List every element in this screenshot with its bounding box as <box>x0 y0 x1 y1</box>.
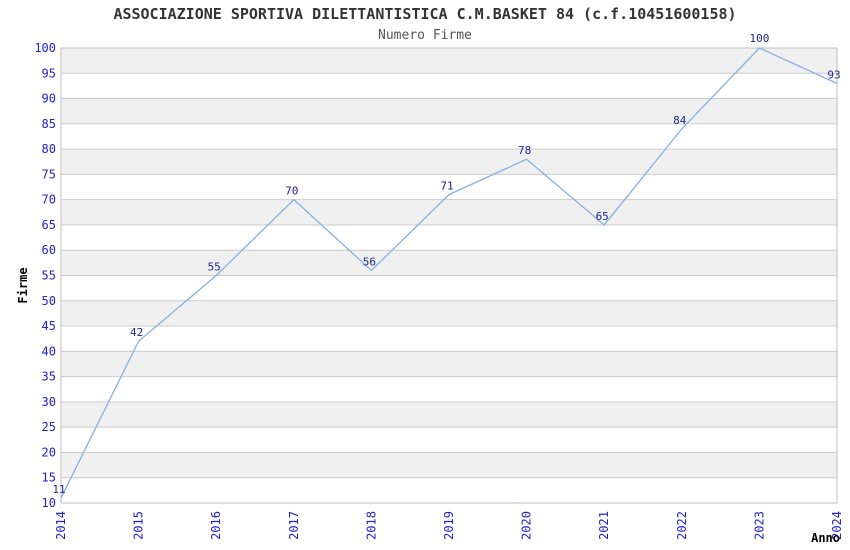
x-tick-label: 2023 <box>752 511 766 540</box>
y-axis-title: Firme <box>16 267 30 303</box>
x-tick-label: 2022 <box>675 511 689 540</box>
data-point-label: 84 <box>673 114 687 127</box>
grid-band <box>61 250 837 276</box>
data-point-label: 65 <box>596 210 609 223</box>
x-tick-label: 2016 <box>209 511 223 540</box>
data-point-label: 93 <box>827 68 840 81</box>
y-tick-label: 30 <box>42 395 56 409</box>
y-tick-label: 10 <box>42 496 56 510</box>
grid-band <box>61 275 837 301</box>
grid-band <box>61 427 837 453</box>
y-tick-label: 75 <box>42 167 56 181</box>
y-tick-label: 95 <box>42 66 56 80</box>
y-tick-label: 55 <box>42 269 56 283</box>
y-tick-label: 25 <box>42 420 56 434</box>
y-tick-label: 60 <box>42 243 56 257</box>
data-point-label: 71 <box>440 180 453 193</box>
y-tick-label: 45 <box>42 319 56 333</box>
plot-border <box>60 47 838 504</box>
grid-band <box>61 477 837 503</box>
y-tick-label: 70 <box>42 193 56 207</box>
chart-title: ASSOCIAZIONE SPORTIVA DILETTANTISTICA C.… <box>113 5 737 23</box>
y-tick-label: 90 <box>42 92 56 106</box>
x-tick-label: 2014 <box>54 511 68 540</box>
series-line <box>60 47 838 499</box>
grid-band <box>61 401 837 428</box>
y-tick-label: 100 <box>34 41 56 55</box>
y-tick-label: 80 <box>42 142 56 156</box>
grid-band <box>61 376 837 402</box>
grid-band <box>61 149 837 175</box>
x-tick-label: 2019 <box>442 511 456 540</box>
grid-band <box>61 123 837 150</box>
y-tick-label: 40 <box>42 344 56 358</box>
x-tick-label: 2017 <box>287 511 301 540</box>
grid-band <box>61 351 837 377</box>
y-tick-label: 20 <box>42 445 56 459</box>
data-point-label: 78 <box>518 144 531 157</box>
y-tick-label: 50 <box>42 294 56 308</box>
data-point-label: 100 <box>749 32 769 45</box>
x-tick-label: 2021 <box>597 511 611 540</box>
grid-band <box>61 224 837 251</box>
grid-band <box>61 326 837 352</box>
data-point-label: 11 <box>52 483 65 496</box>
x-tick-label: 2020 <box>520 511 534 540</box>
grid-band <box>61 199 837 225</box>
y-tick-label: 35 <box>42 370 56 384</box>
y-tick-label: 65 <box>42 218 56 232</box>
data-point-label: 55 <box>208 261 221 274</box>
x-tick-label: 2024 <box>830 511 844 540</box>
grid-band <box>61 48 837 74</box>
grid-band <box>61 300 837 327</box>
grid-band <box>61 452 837 478</box>
data-point-label: 56 <box>363 255 376 268</box>
chart-subtitle: Numero Firme <box>378 28 472 43</box>
grid-band <box>61 73 837 99</box>
y-tick-label: 15 <box>42 471 56 485</box>
y-tick-label: 85 <box>42 117 56 131</box>
x-tick-label: 2015 <box>132 511 146 540</box>
x-axis-title: Anno <box>811 531 840 545</box>
grid-band <box>61 98 837 124</box>
x-tick-label: 2018 <box>364 511 378 540</box>
data-point-label: 42 <box>130 326 143 339</box>
data-point-label: 70 <box>285 185 298 198</box>
